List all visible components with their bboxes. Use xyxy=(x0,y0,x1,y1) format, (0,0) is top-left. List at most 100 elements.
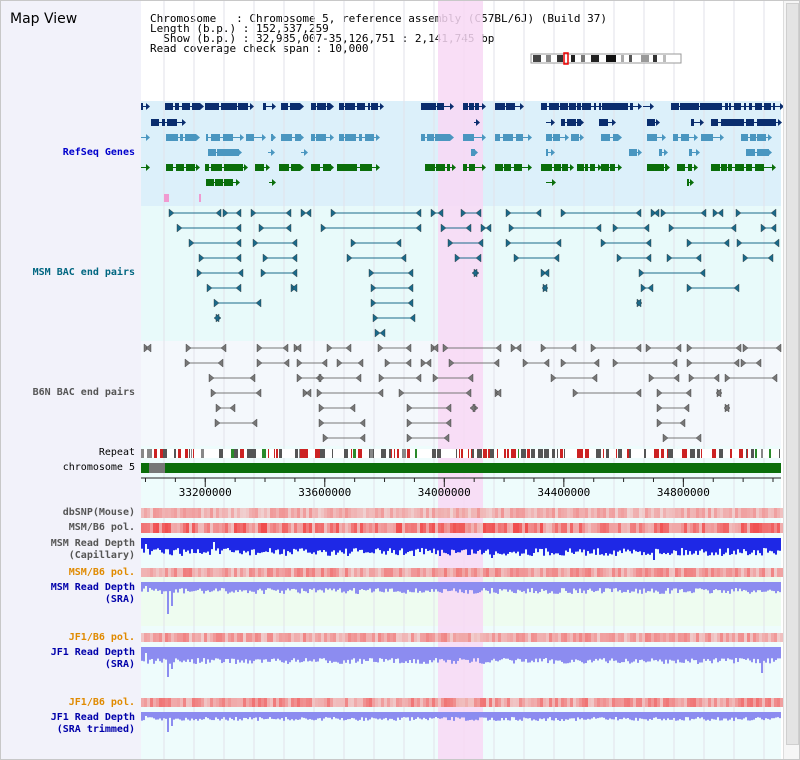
heat-cell xyxy=(522,633,525,642)
read-depth-bar xyxy=(599,582,601,589)
read-depth-bar xyxy=(301,647,303,663)
heat-cell xyxy=(534,633,537,642)
vertical-scrollbar[interactable] xyxy=(783,1,799,759)
genome-tracks[interactable]: 33200000 33600000 34000000 34400000 34800000 xyxy=(1,1,783,760)
read-depth-bar xyxy=(681,712,683,721)
gene-exon xyxy=(345,103,355,110)
gene-exon xyxy=(311,134,315,141)
heat-cell xyxy=(747,508,750,518)
heat-cell xyxy=(399,633,402,642)
repeat-element xyxy=(582,449,583,458)
page-title: Map View xyxy=(10,11,78,27)
read-depth-bar xyxy=(349,538,351,554)
read-depth-bar xyxy=(669,538,671,555)
read-depth-bar xyxy=(317,647,319,662)
read-depth-bar xyxy=(199,538,201,554)
read-depth-bar xyxy=(673,647,675,661)
read-depth-bar xyxy=(313,647,315,660)
read-depth-bar xyxy=(565,538,567,551)
heat-cell xyxy=(372,568,375,577)
heat-cell xyxy=(279,508,282,518)
heat-cell xyxy=(606,633,609,642)
heat-cell xyxy=(774,633,777,642)
read-depth-bar xyxy=(295,712,297,720)
gene-exon xyxy=(704,134,713,141)
heat-cell xyxy=(231,698,234,707)
read-depth-bar xyxy=(751,538,753,553)
heat-cell xyxy=(651,568,654,577)
heat-cell xyxy=(504,568,507,577)
read-depth-bar xyxy=(703,712,705,720)
read-depth-bar xyxy=(209,712,211,720)
heat-cell xyxy=(594,508,597,518)
read-depth-bar xyxy=(719,538,721,549)
read-depth-bar xyxy=(407,647,409,663)
heat-cell xyxy=(171,523,174,533)
read-depth-bar xyxy=(705,582,707,590)
read-depth-bar xyxy=(315,647,317,662)
gene-exon xyxy=(431,103,436,110)
repeat-element xyxy=(432,449,436,458)
heat-cell xyxy=(567,523,570,533)
read-depth-bar xyxy=(655,712,657,718)
read-depth-bar xyxy=(757,712,759,718)
gene-exon xyxy=(549,103,559,110)
read-depth-bar xyxy=(179,538,181,554)
repeat-element xyxy=(755,449,757,458)
read-depth-bar xyxy=(279,647,281,661)
heat-cell xyxy=(627,633,630,642)
read-depth-bar xyxy=(175,582,177,590)
read-depth-bar xyxy=(647,582,649,592)
heat-cell xyxy=(375,508,378,518)
read-depth-bar xyxy=(227,712,229,721)
read-depth-bar xyxy=(479,582,481,593)
gene-strand-arrow xyxy=(146,164,150,171)
msm-bac-end xyxy=(291,253,298,263)
read-depth-bar xyxy=(421,582,423,593)
repeat-element xyxy=(746,449,747,458)
read-depth-bar xyxy=(577,647,579,661)
b6n-bac-end xyxy=(214,418,221,428)
read-depth-bar xyxy=(317,582,319,591)
heat-cell xyxy=(696,508,699,518)
heat-cell xyxy=(369,508,372,518)
repeat-element xyxy=(320,449,325,458)
read-depth-bar xyxy=(541,712,543,720)
read-depth-bar xyxy=(763,712,765,721)
read-depth-bar xyxy=(241,582,243,592)
heat-cell xyxy=(744,508,747,518)
heat-cell xyxy=(504,633,507,642)
scrollbar-thumb[interactable] xyxy=(786,3,799,745)
heat-cell xyxy=(621,523,624,533)
heat-cell xyxy=(234,508,237,518)
gene-exon xyxy=(647,119,655,126)
read-depth-bar xyxy=(141,647,143,661)
b6n-bac-end xyxy=(432,343,439,353)
read-depth-bar xyxy=(423,647,425,662)
read-depth-bar xyxy=(745,582,747,591)
b6n-bac-end xyxy=(282,343,289,353)
heat-cell xyxy=(438,633,441,642)
heat-cell xyxy=(633,568,636,577)
heat-cell xyxy=(294,633,297,642)
heat-cell xyxy=(759,523,762,533)
read-depth-bar xyxy=(253,538,255,550)
heat-cell xyxy=(528,508,531,518)
read-depth-bar xyxy=(231,538,233,553)
gene-strand-arrow xyxy=(664,149,668,156)
read-depth-bar xyxy=(311,647,313,662)
repeat-element xyxy=(644,449,646,458)
heat-cell xyxy=(357,633,360,642)
gene-exon xyxy=(721,164,727,171)
gene-strand-arrow xyxy=(236,179,240,186)
gene-strand-arrow xyxy=(780,103,783,110)
read-depth-bar xyxy=(769,647,771,664)
heat-cell xyxy=(411,633,414,642)
read-depth-bar xyxy=(565,647,567,664)
heat-cell xyxy=(168,523,171,533)
heat-cell xyxy=(222,633,225,642)
heat-cell xyxy=(207,633,210,642)
b6n-bac-end xyxy=(550,373,557,383)
read-depth-bar xyxy=(705,538,707,552)
read-depth-bar xyxy=(321,582,323,591)
